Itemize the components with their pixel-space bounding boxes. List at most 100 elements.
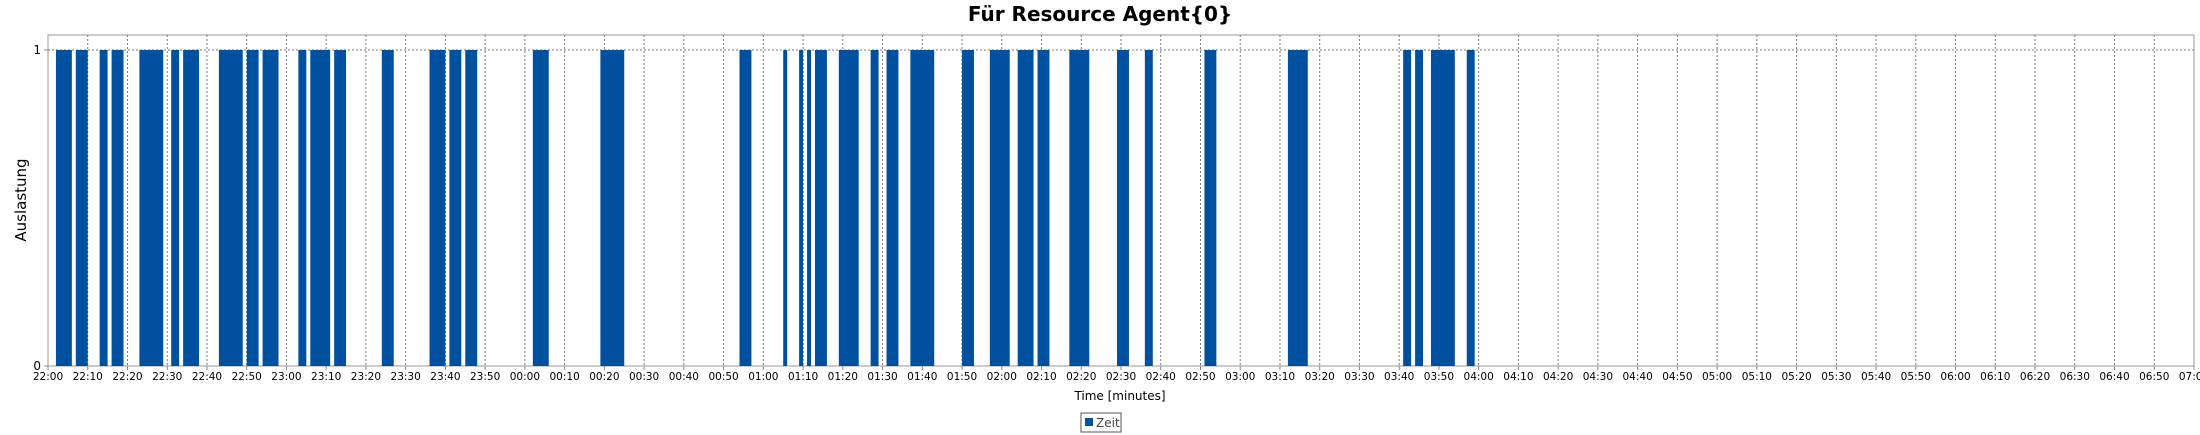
bar: [55, 50, 72, 366]
bar: [814, 50, 827, 366]
bar: [910, 50, 935, 366]
x-tick-label: 00:40: [669, 371, 699, 383]
legend-box: [1080, 412, 1122, 433]
bar: [429, 50, 446, 366]
x-tick-label: 03:40: [1384, 371, 1414, 383]
bar: [989, 50, 1010, 366]
legend-swatch: [1085, 418, 1093, 426]
x-tick-label: 04:50: [1662, 371, 1692, 383]
bar: [1415, 50, 1424, 366]
bar: [1069, 50, 1090, 366]
bar: [1287, 50, 1308, 366]
bar: [310, 50, 331, 366]
bar: [600, 50, 625, 366]
x-tick-label: 23:30: [391, 371, 421, 383]
bar: [1466, 50, 1475, 366]
y-axis-ticks: 01: [33, 43, 48, 373]
x-tick-label: 01:20: [828, 371, 858, 383]
x-tick-label: 00:30: [629, 371, 659, 383]
bar: [99, 50, 108, 366]
x-tick-label: 03:50: [1424, 371, 1454, 383]
x-tick-label: 23:10: [311, 371, 341, 383]
y-axis-label: Auslastung: [12, 158, 30, 241]
x-tick-label: 01:40: [907, 371, 937, 383]
x-tick-label: 05:00: [1702, 371, 1732, 383]
x-tick-label: 23:40: [430, 371, 460, 383]
x-tick-label: 02:50: [1185, 371, 1215, 383]
bar: [799, 50, 804, 366]
y-tick-label: 0: [33, 359, 41, 373]
bar: [739, 50, 752, 366]
bar: [838, 50, 859, 366]
x-tick-label: 06:10: [1980, 371, 2010, 383]
x-tick-label: 22:30: [152, 371, 182, 383]
x-tick-label: 02:40: [1146, 371, 1176, 383]
bar: [1144, 50, 1153, 366]
x-tick-label: 04:00: [1464, 371, 1494, 383]
bar: [75, 50, 88, 366]
bar: [465, 50, 478, 366]
x-tick-label: 05:10: [1742, 371, 1772, 383]
x-tick-label: 06:20: [2020, 371, 2050, 383]
bar: [870, 50, 879, 366]
x-tick-label: 00:50: [708, 371, 738, 383]
x-tick-label: 03:10: [1265, 371, 1295, 383]
bar: [886, 50, 899, 366]
x-tick-label: 02:00: [987, 371, 1017, 383]
x-tick-label: 04:20: [1543, 371, 1573, 383]
x-tick-label: 05:40: [1861, 371, 1891, 383]
x-tick-label: 06:40: [2099, 371, 2129, 383]
bar: [334, 50, 347, 366]
bar: [1430, 50, 1455, 366]
x-tick-label: 01:00: [748, 371, 778, 383]
bar: [783, 50, 788, 366]
bar: [139, 50, 164, 366]
bar: [183, 50, 200, 366]
bar: [262, 50, 279, 366]
bar: [1017, 50, 1034, 366]
bar: [1403, 50, 1412, 366]
bar: [1117, 50, 1129, 366]
x-tick-label: 00:10: [549, 371, 579, 383]
bar: [1204, 50, 1217, 366]
x-tick-label: 04:10: [1503, 371, 1533, 383]
bar: [449, 50, 462, 366]
x-axis-label: Time [minutes]: [1073, 389, 1165, 403]
x-tick-label: 22:50: [232, 371, 262, 383]
bar: [807, 50, 812, 366]
bar: [218, 50, 243, 366]
bar: [246, 50, 259, 366]
x-tick-label: 04:30: [1583, 371, 1613, 383]
x-tick-label: 23:20: [351, 371, 381, 383]
x-tick-label: 00:00: [510, 371, 540, 383]
x-tick-label: 02:20: [1066, 371, 1096, 383]
bar: [532, 50, 549, 366]
y-tick-label: 1: [33, 43, 41, 57]
x-tick-label: 01:10: [788, 371, 818, 383]
x-tick-label: 22:20: [112, 371, 142, 383]
x-axis-ticks: 22:00 22:10 22:20 22:30 22:40 22:50 23:00 23:10…: [33, 366, 2200, 383]
x-tick-label: 22:00: [33, 371, 63, 383]
chart-title: Für Resource Agent{0}: [968, 2, 1232, 26]
bar: [381, 50, 394, 366]
bars: [55, 50, 1475, 366]
x-tick-label: 06:50: [2139, 371, 2169, 383]
x-tick-label: 03:00: [1225, 371, 1255, 383]
x-tick-label: 23:00: [271, 371, 301, 383]
x-tick-label: 01:30: [867, 371, 897, 383]
x-tick-label: 07:00: [2179, 371, 2200, 383]
bar: [111, 50, 124, 366]
bar: [298, 50, 307, 366]
x-tick-label: 02:30: [1106, 371, 1136, 383]
x-tick-label: 23:50: [470, 371, 500, 383]
bar: [1037, 50, 1050, 366]
legend-entry: Zeit: [1096, 416, 1120, 430]
x-tick-label: 06:30: [2060, 371, 2090, 383]
x-tick-label: 03:30: [1344, 371, 1374, 383]
bar: [962, 50, 974, 366]
x-tick-label: 05:30: [1821, 371, 1851, 383]
x-tick-label: 22:40: [192, 371, 222, 383]
legend: Zeit: [1080, 412, 1122, 433]
x-tick-label: 01:50: [947, 371, 977, 383]
